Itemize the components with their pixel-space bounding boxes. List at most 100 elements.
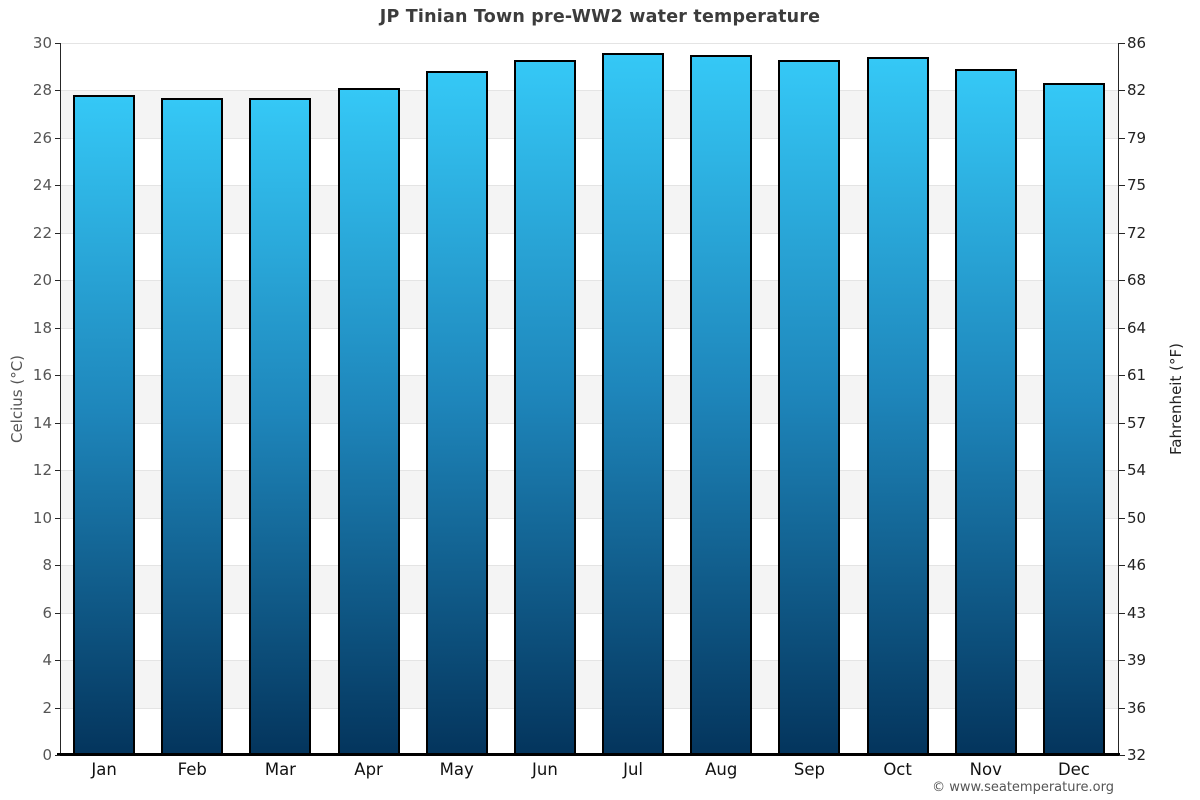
y-tick-right <box>1119 517 1125 519</box>
gridline <box>60 137 1118 139</box>
y-tick-label-fahrenheit: 75 <box>1127 176 1147 195</box>
gridline <box>60 375 1118 377</box>
background-band <box>60 185 1118 233</box>
background-band <box>60 43 1118 91</box>
gridline <box>60 660 1118 662</box>
y-tick-label-celsius: 28 <box>32 81 52 100</box>
x-tick-label-nov: Nov <box>969 760 1002 779</box>
y-tick-label-fahrenheit: 61 <box>1127 366 1147 385</box>
background-band <box>60 565 1118 613</box>
background-band <box>60 375 1118 423</box>
gridline <box>60 327 1118 329</box>
y-tick-label-fahrenheit: 54 <box>1127 461 1147 480</box>
bar-dec <box>1042 83 1105 755</box>
gridline <box>60 422 1118 424</box>
y-tick-right <box>1119 422 1125 424</box>
y-tick-label-fahrenheit: 72 <box>1127 223 1147 242</box>
y-tick-right <box>1119 327 1125 329</box>
y-tick-label-fahrenheit: 86 <box>1127 34 1147 52</box>
gridline <box>60 232 1118 234</box>
gridline <box>60 185 1118 187</box>
x-tick-label-aug: Aug <box>705 760 738 779</box>
y-tick-right <box>1119 43 1125 44</box>
y-tick-label-celsius: 30 <box>32 34 52 52</box>
bar-feb <box>161 97 224 755</box>
y-tick-left <box>55 232 60 234</box>
x-tick-label-jan: Jan <box>91 760 117 779</box>
gridline <box>60 470 1118 472</box>
gridline <box>60 280 1118 282</box>
y-tick-left <box>55 707 60 709</box>
y-tick-label-celsius: 12 <box>32 461 52 480</box>
bar-aug <box>690 54 753 755</box>
y-tick-right <box>1119 137 1125 139</box>
y-tick-label-fahrenheit: 50 <box>1127 508 1147 527</box>
chart-title: JP Tinian Town pre-WW2 water temperature <box>379 7 821 27</box>
background-band <box>60 422 1118 471</box>
y-tick-right <box>1119 470 1125 472</box>
y-tick-label-fahrenheit: 39 <box>1127 651 1147 670</box>
y-tick-right <box>1119 707 1125 709</box>
y-axis-left-line <box>60 43 61 755</box>
y-tick-right <box>1119 565 1125 567</box>
gridline <box>60 43 1118 44</box>
y-tick-label-celsius: 16 <box>32 366 52 385</box>
gridline <box>60 90 1118 92</box>
y-tick-label-fahrenheit: 46 <box>1127 556 1147 575</box>
copyright-attribution: © www.seatemperature.org <box>932 780 1114 795</box>
y-tick-label-fahrenheit: 64 <box>1127 318 1147 337</box>
y-tick-left <box>55 565 60 567</box>
x-tick-label-feb: Feb <box>177 760 207 779</box>
background-band <box>60 612 1118 661</box>
background-band <box>60 280 1118 328</box>
y-tick-label-celsius: 18 <box>32 318 52 337</box>
y-tick-left <box>55 137 60 139</box>
x-tick-label-mar: Mar <box>264 760 296 779</box>
x-axis-line <box>57 753 1120 756</box>
y-tick-label-celsius: 26 <box>32 128 52 147</box>
y-tick-left <box>55 470 60 472</box>
background-band <box>60 327 1118 376</box>
y-tick-right <box>1119 755 1125 756</box>
y-tick-left <box>55 422 60 424</box>
x-tick-label-jul: Jul <box>623 760 644 779</box>
y-tick-label-celsius: 22 <box>32 223 52 242</box>
y-tick-left <box>55 660 60 662</box>
y-tick-left <box>55 90 60 92</box>
y-tick-label-celsius: 20 <box>32 271 52 290</box>
y-tick-right <box>1119 232 1125 234</box>
y-axis-right-line <box>1118 43 1119 755</box>
y-tick-left <box>55 327 60 329</box>
x-tick-label-sep: Sep <box>793 760 825 779</box>
y-tick-right <box>1119 660 1125 662</box>
y-tick-right <box>1119 280 1125 282</box>
y-tick-label-celsius: 24 <box>32 176 52 195</box>
y-tick-label-fahrenheit: 79 <box>1127 128 1147 147</box>
y-tick-label-celsius: 14 <box>32 413 52 432</box>
gridline <box>60 565 1118 567</box>
bar-sep <box>778 59 841 755</box>
y-tick-label-fahrenheit: 68 <box>1127 271 1147 290</box>
bar-jan <box>73 95 136 755</box>
y-tick-left <box>55 280 60 282</box>
bar-mar <box>249 97 312 755</box>
bar-apr <box>337 88 400 755</box>
bar-oct <box>866 57 929 755</box>
background-band <box>60 137 1118 186</box>
y-tick-right <box>1119 90 1125 92</box>
y-tick-left <box>55 185 60 187</box>
y-tick-label-celsius: 10 <box>32 508 52 527</box>
x-tick-label-oct: Oct <box>883 760 912 779</box>
y-tick-label-celsius: 8 <box>42 556 52 575</box>
y-tick-left <box>55 612 60 614</box>
bar-nov <box>954 69 1017 755</box>
x-tick-label-may: May <box>439 760 474 779</box>
gridline <box>60 517 1118 519</box>
x-tick-label-apr: Apr <box>354 760 383 779</box>
y-tick-label-fahrenheit: 32 <box>1127 746 1147 764</box>
y-axis-title-fahrenheit: Fahrenheit (°F) <box>1167 343 1185 455</box>
x-tick-label-dec: Dec <box>1057 760 1090 779</box>
y-tick-label-celsius: 2 <box>42 698 52 717</box>
y-tick-label-fahrenheit: 43 <box>1127 603 1147 622</box>
